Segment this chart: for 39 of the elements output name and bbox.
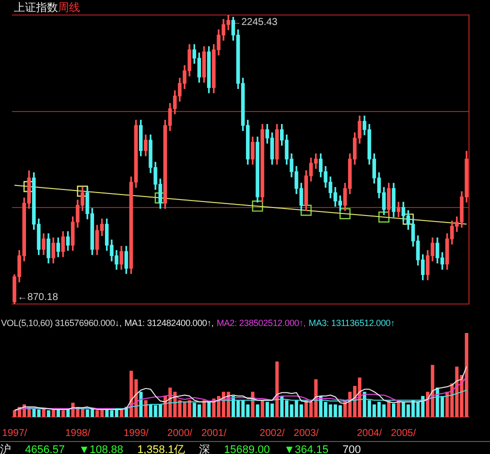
x-tick-label: 2002/ [260, 428, 285, 439]
bar [61, 410, 65, 417]
text: ▼108.88 [78, 444, 124, 454]
x-tick-label: 1998/ [65, 428, 90, 439]
chart-subtitle: 周线 [58, 2, 80, 14]
point [402, 214, 414, 225]
x-tick-label: 1999/ [124, 428, 149, 439]
annotation: ←870.18 [17, 292, 58, 303]
text: 深 [199, 444, 210, 454]
chart-title: VOL(5,10,60) 316576960.000↓, [1, 318, 122, 328]
point [339, 208, 351, 220]
x-tick-label: 2005/ [390, 428, 416, 439]
bar [139, 392, 143, 417]
x-tick-label: 2000/ [167, 428, 193, 439]
point [252, 200, 264, 212]
bar [202, 400, 206, 417]
text: MA3: 131136512.000↑ [308, 318, 395, 328]
bar [392, 404, 396, 417]
text: 4656.57 [25, 444, 65, 454]
x-tick-label: 1997/ [2, 428, 28, 439]
bar [256, 404, 260, 417]
bar [260, 400, 264, 417]
text: MA1: 312482400.000↑, [124, 318, 214, 328]
text: ▼364.15 [284, 444, 328, 454]
point [76, 186, 88, 197]
text: 700 [342, 444, 361, 454]
text: 沪 [0, 444, 11, 454]
x-tick-label: 2001/ [201, 428, 227, 439]
point [378, 211, 390, 223]
bar [42, 408, 46, 417]
text: MA2: 238502512.000↑, [216, 318, 306, 328]
bar [387, 400, 391, 417]
chart-title: 上证指数 [14, 2, 58, 14]
text: 15689.00 [224, 444, 270, 454]
x-tick-label: 2004/ [356, 428, 382, 439]
x-tick-label: 2003/ [294, 428, 319, 439]
bar [46, 410, 50, 417]
bar [144, 400, 148, 417]
point [300, 204, 312, 216]
